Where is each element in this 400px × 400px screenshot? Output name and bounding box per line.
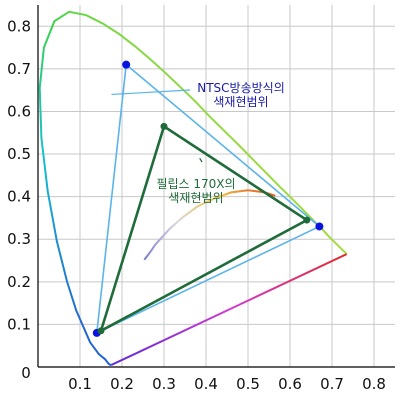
y-tick-label: 0.2 [7,273,31,291]
y-tick-label: 0.7 [7,60,31,78]
primary-point [97,327,105,335]
x-tick-label: 0 [21,364,31,382]
x-tick-label: 0.5 [236,375,260,393]
primary-point [122,60,131,69]
line-of-purples [111,253,348,366]
gamut-triangle-1 [95,63,321,335]
y-tick-label: 0.1 [7,315,31,333]
primary-point [315,222,324,231]
y-tick-label: 0.3 [7,230,31,248]
x-tick-label: 0.3 [152,375,176,393]
annotation-line: NTSC방송방식의 [197,81,285,95]
x-tick-label: 0.2 [110,375,134,393]
annotation-leader-line [111,89,191,96]
annotation-line: 필립스 170X의 [156,177,235,191]
x-tick-label: 0.7 [320,375,344,393]
x-tick-label: 0.1 [68,375,92,393]
annotation-label: NTSC방송방식의 색재현범위 [197,81,285,109]
gamut-triangles [92,60,324,337]
annotation-line: 색재현범위 [213,95,268,109]
x-tick-label: 0.8 [362,375,386,393]
x-tick-label: 0.4 [194,375,218,393]
planckian-locus-curve [143,189,276,261]
primary-point [160,122,168,130]
axes: 0 0.1 0.2 0.3 0.4 0.5 0.6 0.7 0.8 0.1 0.2 0.3 0.4 0.5… [7,5,395,393]
annotation-label: 필립스 170X의 색재현범위 [156,177,235,205]
annotation-line: 색재현범위 [168,191,223,205]
y-tick-label: 0.5 [7,145,31,163]
annotation-leader-line [199,157,203,163]
y-tick-label: 0.4 [7,188,31,206]
x-tick-label: 0.6 [278,375,302,393]
plot-area [38,5,395,367]
y-tick-label: 0.6 [7,102,31,120]
primary-point [303,216,311,224]
gamut-triangle-2 [98,124,310,334]
spectral-locus [38,10,348,366]
y-tick-label: 0.8 [7,17,31,35]
spectral-locus-curve [38,10,348,366]
